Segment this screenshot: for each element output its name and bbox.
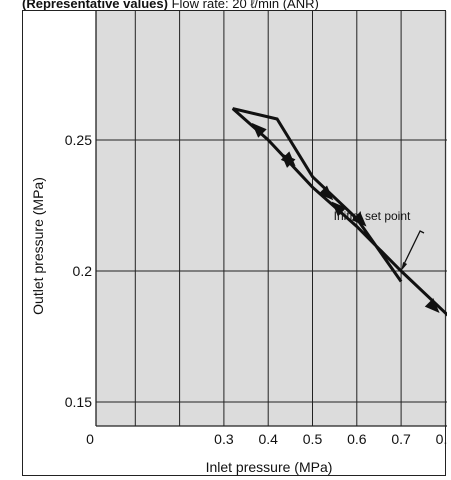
annotation-leader (402, 230, 425, 267)
chart-header-subtitle: Flow rate: 20 ℓ/min (ANR) (171, 0, 319, 11)
annotation-arrowhead (401, 262, 408, 271)
x-axis-label: Inlet pressure (MPa) (206, 459, 333, 475)
direction-arrow (251, 122, 267, 138)
x-tick-label: 0.6 (347, 431, 367, 447)
direction-arrow (331, 201, 347, 217)
annotation-label: Initial set point (334, 209, 411, 223)
chart-header-title: (Representative values) (22, 0, 168, 11)
direction-arrows (251, 122, 440, 313)
direction-arrow (280, 151, 296, 167)
x-tick-label: 0.5 (303, 431, 323, 447)
y-tick-label: 0.2 (73, 263, 93, 279)
x-tick-label: 0.7 (391, 431, 411, 447)
chart-header: (Representative values) Flow rate: 20 ℓ/… (22, 0, 319, 11)
y-axis-label: Outlet pressure (MPa) (30, 177, 46, 315)
x-tick-label: 0 (86, 431, 94, 447)
annotation: Initial set point (334, 209, 425, 271)
plot-area (96, 11, 447, 426)
tick-labels: 00.30.40.50.60.70.80.90.150.20.25 (65, 132, 447, 447)
chart-frame: 00.30.40.50.60.70.80.90.150.20.25 Initia… (22, 10, 447, 476)
y-tick-label: 0.15 (65, 394, 92, 410)
direction-arrow (318, 185, 334, 201)
x-tick-label: 0.8 (436, 431, 447, 447)
x-tick-label: 0.3 (214, 431, 234, 447)
direction-arrow (351, 211, 367, 227)
chart: 00.30.40.50.60.70.80.90.150.20.25 Initia… (30, 11, 447, 475)
grid (95, 11, 447, 427)
y-tick-label: 0.25 (65, 132, 92, 148)
direction-arrow (424, 298, 440, 313)
x-tick-label: 0.4 (258, 431, 278, 447)
series-line (231, 107, 447, 317)
